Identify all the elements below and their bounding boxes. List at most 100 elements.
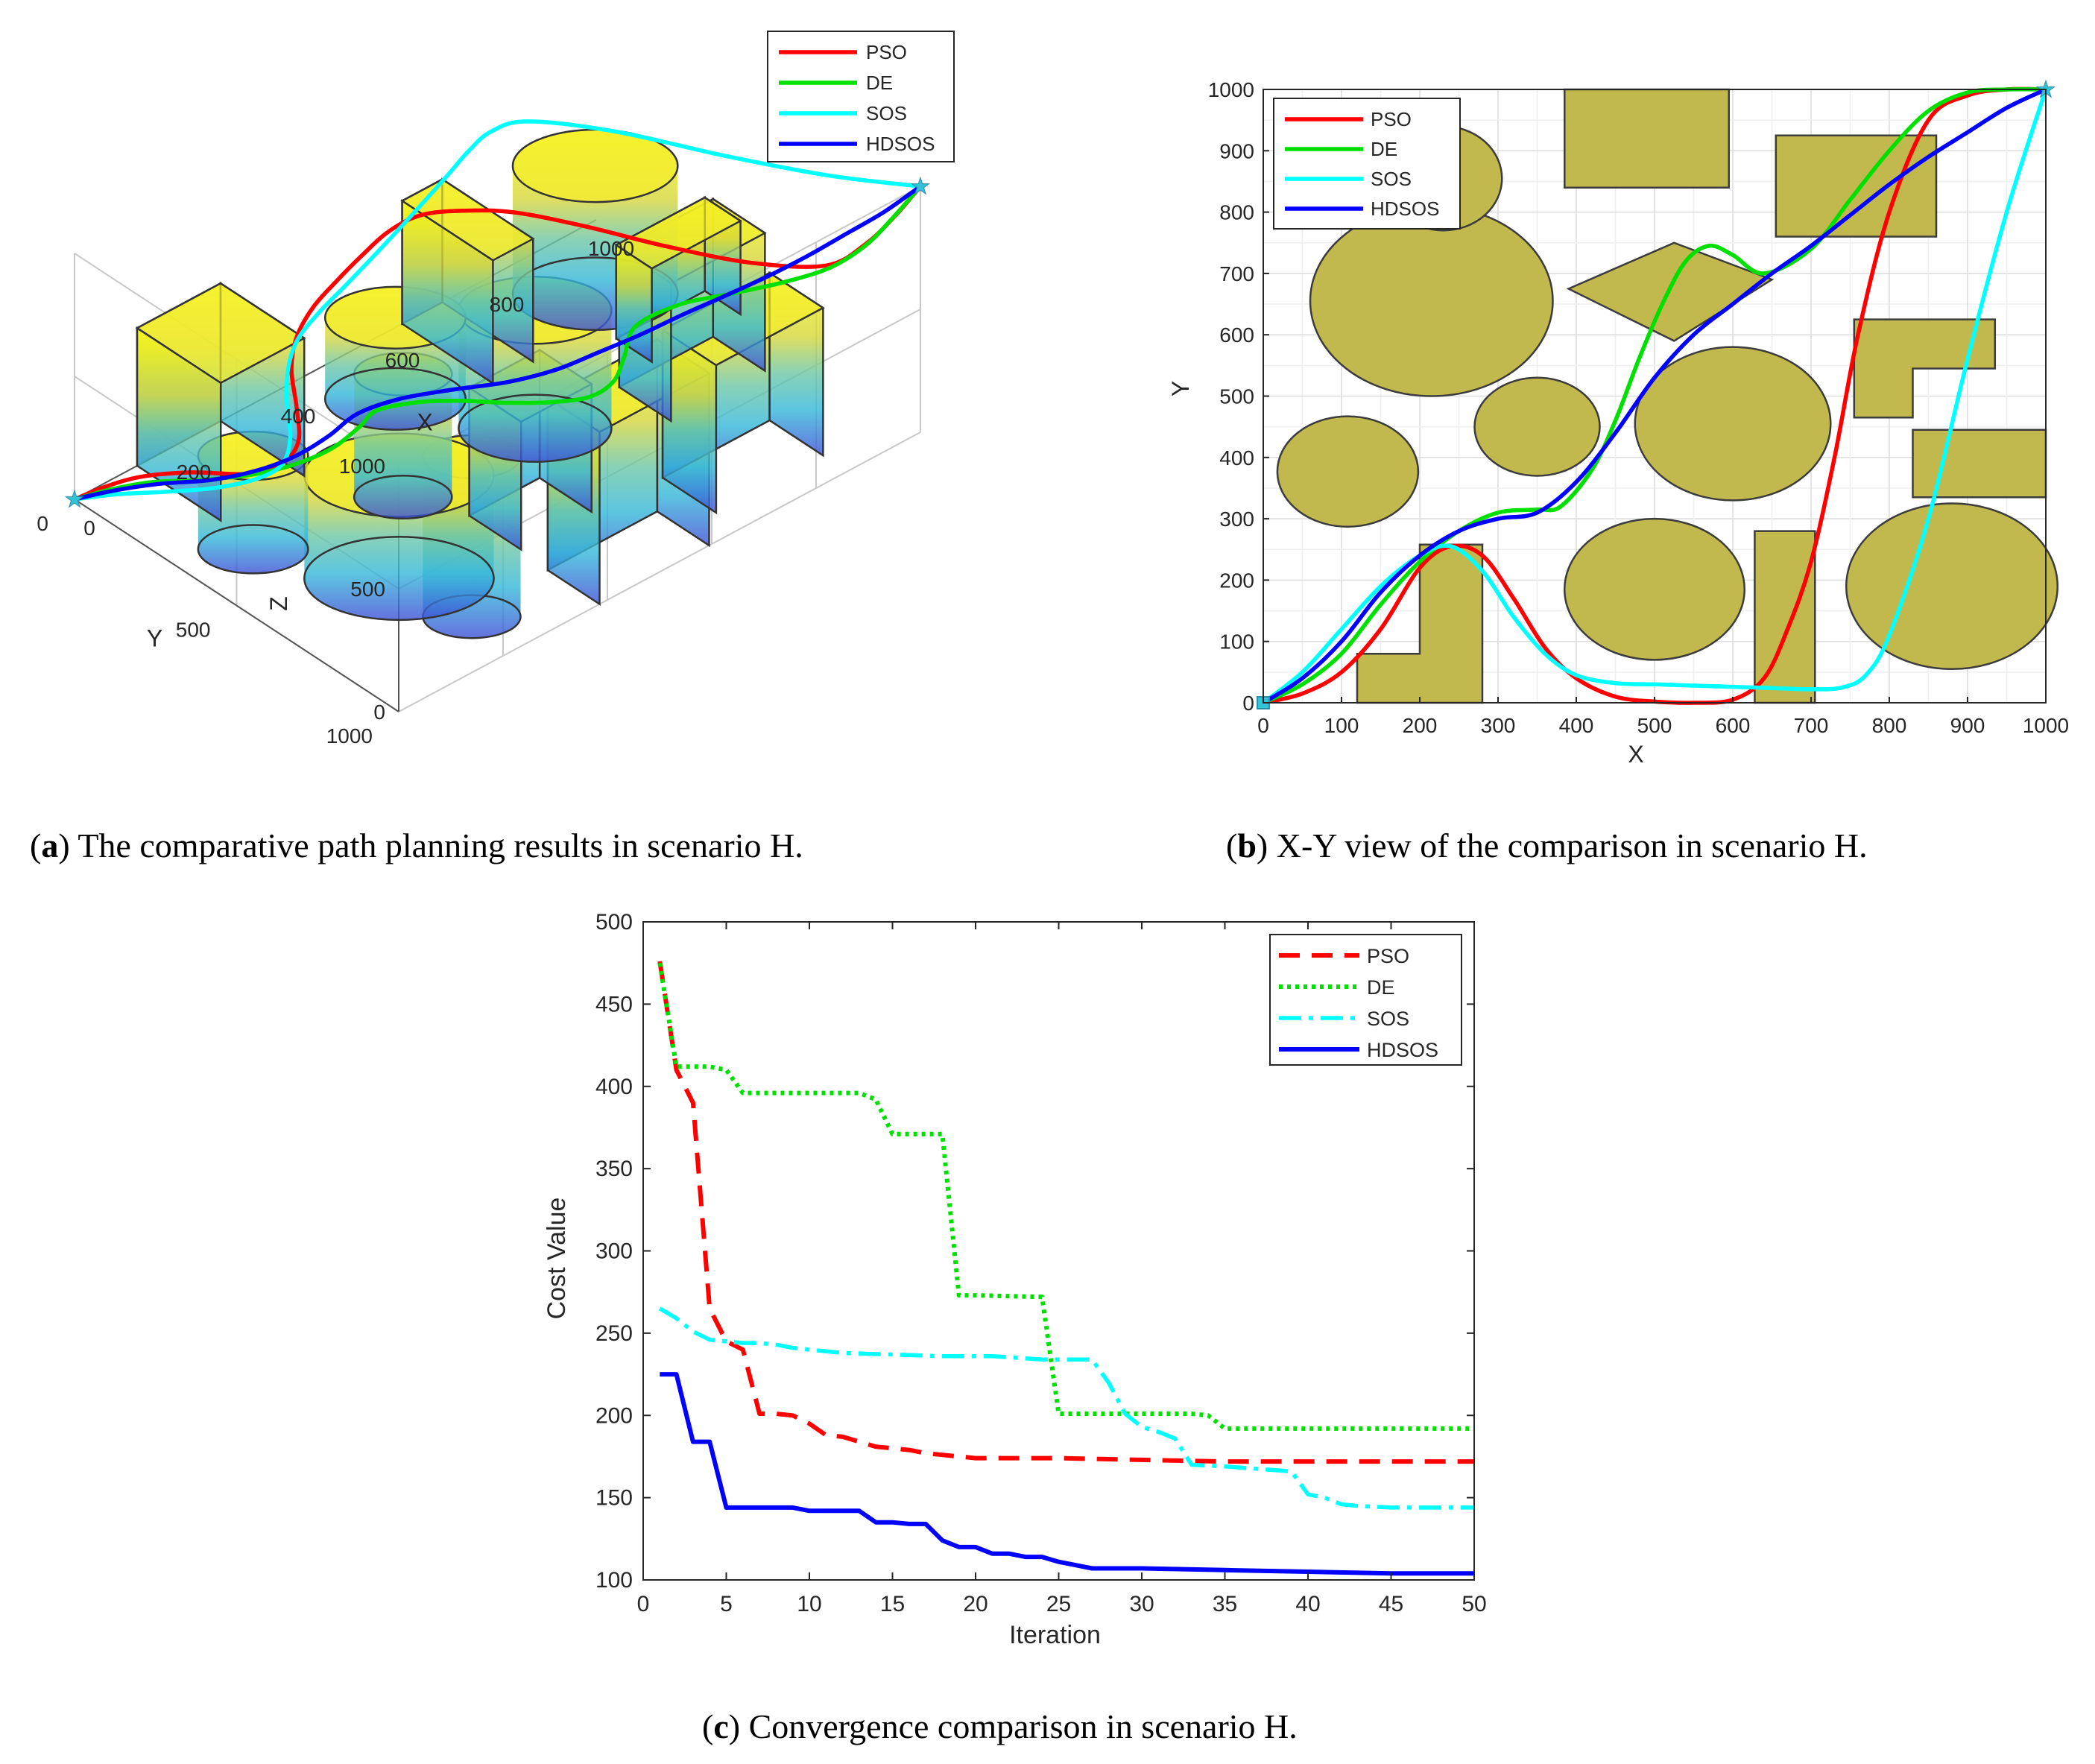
panel-b: ★ 0 100 200 300 400 500 600 700 800 900 1000 0 100 200… <box>1163 60 2095 805</box>
x-tick-label: 25 <box>1046 1592 1071 1616</box>
caption-c: (c) Convergence comparison in scenario H… <box>702 1707 1298 1745</box>
caption-b-text: X-Y view of the comparison in scenario H… <box>1276 826 1868 864</box>
goal-marker-3d: ★ <box>911 174 931 199</box>
obstacle-box-top <box>614 196 743 270</box>
y-tick-label: 100 <box>1219 630 1254 654</box>
y-tick-label: 1000 <box>1208 78 1254 101</box>
y-axis-label: Y <box>1167 381 1194 396</box>
x-tick-label: 300 <box>1481 714 1516 737</box>
x-tick-label: 0 <box>1257 714 1269 737</box>
y-tick-label: 0 <box>1242 692 1254 715</box>
series-line-3d-de <box>74 185 923 502</box>
obstacle-ellipse <box>1634 346 1832 502</box>
y-tick-label: 250 <box>595 1321 633 1346</box>
caption-a: (a) The comparative path planning result… <box>30 826 803 864</box>
legend-label-de: DE <box>1367 976 1395 999</box>
x-tick-label: 10 <box>797 1592 821 1616</box>
z-tick-label-3d: 500 <box>350 578 385 601</box>
obstacle-ellipse <box>1564 517 1745 661</box>
x-tick-label: 100 <box>1324 714 1359 737</box>
y-tick-label: 400 <box>595 1075 633 1099</box>
y-axis-label-3d: Y <box>147 625 162 652</box>
x-tick-label: 30 <box>1129 1592 1154 1616</box>
legend-box-c <box>1269 934 1462 1066</box>
y-tick-label: 700 <box>1219 262 1254 285</box>
x-axis-label-3d: X <box>417 409 432 436</box>
legend-label-pso: PSO <box>1367 945 1409 967</box>
x-tick-label: 0 <box>637 1592 650 1616</box>
caption-b: (b) X-Y view of the comparison in scenar… <box>1226 826 1868 864</box>
z-tick-label-3d: 1000 <box>339 455 385 478</box>
obstacle-ellipse <box>1276 415 1420 528</box>
legend-label-hdsos: HDSOS <box>1371 197 1439 220</box>
caption-a-letter: a <box>41 826 59 864</box>
legend-label-pso: PSO <box>1371 108 1412 130</box>
caption-b-letter: b <box>1237 826 1257 864</box>
legend-label-de: DE <box>1371 138 1397 160</box>
x-tick-label-3d: 400 <box>281 405 316 428</box>
caption-c-text: Convergence comparison in scenario H. <box>748 1707 1298 1745</box>
obstacle-polygon <box>1564 88 1731 189</box>
y-tick-label: 800 <box>1219 201 1254 224</box>
legend-label-hdsos: HDSOS <box>1367 1039 1438 1061</box>
x-tick-label: 35 <box>1213 1592 1237 1616</box>
obstacle-box-top <box>135 282 306 385</box>
x-tick-label: 1000 <box>2023 714 2069 737</box>
x-axis-label: X <box>1628 741 1643 768</box>
x-tick-label-3d: 600 <box>385 349 420 372</box>
x-axis-label: Iteration <box>1009 1621 1101 1649</box>
obstacle-ellipse <box>1845 502 2058 670</box>
grid-wall-back <box>398 431 921 712</box>
x-tick-label: 40 <box>1295 1592 1320 1616</box>
y-tick-label: 200 <box>595 1403 633 1428</box>
chart-a-3d: ★★020040060080010000500100005001000XYZPS… <box>37 31 955 747</box>
x-tick-label: 15 <box>880 1592 905 1616</box>
obstacles-b <box>1276 88 2058 704</box>
x-tick-label: 50 <box>1462 1592 1486 1616</box>
y-tick-label: 200 <box>1219 569 1254 592</box>
legend-label-3d-pso: PSO <box>866 41 907 63</box>
x-tick-label: 700 <box>1794 714 1829 737</box>
x-tick-label-3d: 1000 <box>588 237 634 260</box>
y-tick-label: 300 <box>1219 508 1254 531</box>
panel-a: ★ ★ 0 200 400 600 800 1000 0 500 1000 0 500 1000 X Y Z PS… <box>0 0 1058 812</box>
panel-c: 0 5 10 15 20 25 30 35 40 45 50 100 150 200 250 300 350 40… <box>522 902 1491 1684</box>
legend-label-3d-sos: SOS <box>866 102 907 124</box>
ticks-b: 0 100 200 300 400 500 600 700 800 900 1000 0 100 200 3… <box>1208 78 2069 737</box>
x-tick-label: 400 <box>1559 714 1594 737</box>
y-tick-label: 450 <box>595 992 633 1017</box>
y-tick-label: 100 <box>595 1568 633 1593</box>
x-tick-label: 200 <box>1403 714 1438 737</box>
legend-c: PSO DE SOS HDSOS <box>1269 934 1462 1066</box>
y-tick-label: 400 <box>1219 446 1254 470</box>
obstacle-cylinder-base <box>197 524 309 575</box>
y-tick-label: 150 <box>595 1486 633 1511</box>
obstacles-a <box>135 128 825 639</box>
x-tick-label: 45 <box>1379 1592 1403 1616</box>
y-tick-label: 350 <box>595 1157 633 1181</box>
series-line-3d-hdsos <box>74 184 922 502</box>
y-tick-label: 500 <box>1219 385 1254 408</box>
chart-c-convergence: 0 5 10 15 20 25 30 35 40 45 50 100 150 200 250 300 350 40… <box>543 910 1487 1649</box>
series-line-sos <box>658 1306 1474 1510</box>
legend-label-sos: SOS <box>1367 1008 1409 1030</box>
legend-label-3d-de: DE <box>866 72 893 94</box>
z-tick-label-3d: 0 <box>373 701 385 724</box>
obstacle-cylinder-base <box>303 536 495 622</box>
x-tick-label: 600 <box>1716 714 1751 737</box>
obstacle-ellipse <box>1473 376 1601 477</box>
chart-b-xy: ★0 100 200 300 400 500 600 700 800 900 10000100200… <box>1167 78 2069 768</box>
x-tick-label: 20 <box>963 1592 988 1616</box>
obstacle-polygon <box>1853 318 1997 419</box>
series-line-3d-sos <box>74 119 921 502</box>
x-tick-label-3d: 800 <box>490 293 525 316</box>
series-line-hdsos <box>1262 87 2047 705</box>
x-tick-label: 500 <box>1637 714 1672 737</box>
y-tick-label: 900 <box>1219 139 1254 162</box>
x-tick-label: 900 <box>1950 714 1985 737</box>
legend-label-sos: SOS <box>1371 168 1412 190</box>
y-tick-label-3d: 0 <box>37 512 48 535</box>
start-marker-3d: ★ <box>65 487 85 512</box>
z-axis-label-3d: Z <box>265 596 292 611</box>
